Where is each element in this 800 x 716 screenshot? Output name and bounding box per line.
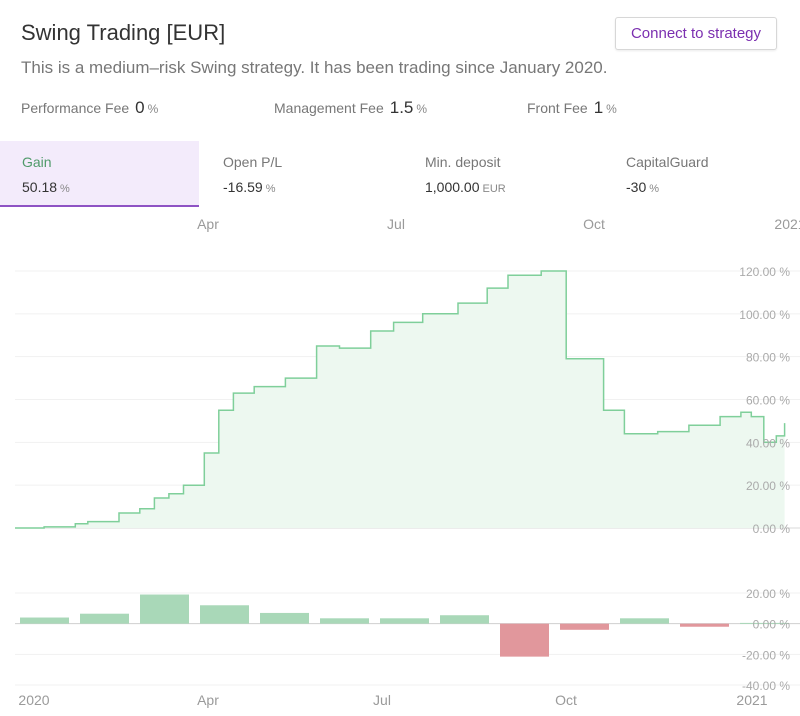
monthly-y-tick-label: 0.00 % — [753, 618, 791, 632]
bar-feb-1 — [80, 613, 129, 624]
management-fee-value: 1.5 — [389, 98, 414, 117]
bar-jan-0 — [20, 617, 69, 624]
open-pl-unit: % — [265, 183, 276, 195]
bar-jul-6 — [380, 618, 429, 624]
monthly-y-axis: 20.00 % 0.00 % -20.00 % -40.00 % — [742, 587, 790, 693]
capitalguard-label: CapitalGuard — [626, 154, 709, 170]
top-axis-label-oct: Oct — [583, 216, 605, 232]
gain-label: Gain — [22, 154, 52, 170]
bar-oct-9 — [560, 623, 609, 630]
gain-value-row: 50.18% — [22, 179, 199, 195]
bar-dec-11 — [680, 623, 729, 627]
connect-to-strategy-button[interactable]: Connect to strategy — [615, 17, 777, 50]
open-pl-value: -16.59 — [223, 179, 263, 195]
tab-min-deposit[interactable]: Min. deposit 1,000.00 EUR — [403, 141, 602, 207]
gain-y-tick-label: 20.00 % — [746, 479, 790, 493]
min-deposit-label: Min. deposit — [425, 154, 501, 170]
bottom-axis-label-apr: Apr — [197, 692, 219, 708]
bar-jun-5 — [320, 618, 369, 624]
monthly-y-tick-label: -20.00 % — [742, 648, 790, 662]
min-deposit-unit: EUR — [482, 183, 506, 195]
monthly-chart-grid — [15, 592, 800, 686]
bottom-axis-label-oct: Oct — [555, 692, 577, 708]
monthly-y-tick-label: -40.00 % — [742, 679, 790, 693]
gain-y-tick-label: 100.00 % — [739, 308, 790, 322]
open-pl-value-row: -16.59% — [223, 179, 400, 195]
bar-apr-3 — [200, 605, 249, 624]
performance-chart: Apr Jul Oct 2021 120.00 % 100.00 % 80.00 % 60.… — [15, 216, 800, 708]
performance-fee: Performance Fee 0% — [21, 98, 158, 118]
tab-capitalguard[interactable]: CapitalGuard -30% — [604, 141, 800, 207]
front-fee-value: 1 — [593, 98, 604, 117]
bottom-axis-label-2021: 2021 — [736, 692, 767, 708]
gain-y-tick-label: 80.00 % — [746, 351, 790, 365]
performance-fee-value: 0 — [135, 98, 145, 117]
bar-aug-7 — [440, 615, 489, 624]
tab-gain[interactable]: Gain 50.18% — [0, 141, 199, 207]
fees-row: Performance Fee 0% Management Fee 1.5% Fro… — [0, 98, 800, 122]
strategy-title: Swing Trading [EUR] — [21, 20, 226, 45]
bar-sep-8 — [500, 623, 549, 657]
gain-y-tick-label: 40.00 % — [746, 436, 790, 450]
bar-jan-12 — [740, 622, 789, 624]
gain-value: 50.18 — [22, 179, 58, 195]
open-pl-label: Open P/L — [223, 154, 283, 170]
monthly-bars — [20, 594, 789, 657]
bar-mar-2 — [140, 594, 189, 624]
bottom-time-axis: 2020 Apr Jul Oct 2021 — [18, 692, 767, 708]
capitalguard-value: -30 — [626, 179, 647, 195]
tab-open-pl[interactable]: Open P/L -16.59% — [201, 141, 400, 207]
bottom-axis-label-jul: Jul — [373, 692, 391, 708]
top-axis-label-apr: Apr — [197, 216, 219, 232]
front-fee-unit: % — [606, 102, 617, 116]
capitalguard-value-row: -30% — [626, 179, 800, 195]
front-fee-label: Front Fee — [527, 100, 588, 116]
min-deposit-value: 1,000.00 — [425, 179, 480, 195]
performance-fee-unit: % — [147, 102, 159, 116]
front-fee: Front Fee 1% — [527, 98, 617, 118]
capitalguard-unit: % — [649, 183, 660, 195]
min-deposit-value-row: 1,000.00 EUR — [425, 179, 602, 195]
monthly-y-tick-label: 20.00 % — [746, 587, 790, 601]
top-axis-label-jul: Jul — [387, 216, 405, 232]
gain-y-tick-label: 120.00 % — [739, 265, 790, 279]
top-axis-label-2021: 2021 — [774, 216, 800, 232]
gain-unit: % — [60, 183, 70, 195]
stats-tabs: Gain 50.18% Open P/L -16.59% Min. deposi… — [0, 141, 800, 207]
gain-y-axis: 120.00 % 100.00 % 80.00 % 60.00 % 40.00 % 20.… — [739, 265, 790, 536]
performance-fee-label: Performance Fee — [21, 100, 130, 116]
gain-area-series — [15, 270, 786, 529]
strategy-description: This is a medium–risk Swing strategy. It… — [21, 58, 608, 77]
bar-nov-10 — [620, 618, 669, 624]
gain-y-tick-label: 60.00 % — [746, 394, 790, 408]
management-fee-label: Management Fee — [274, 100, 384, 116]
gain-line — [15, 270, 786, 529]
gain-y-tick-label: 0.00 % — [753, 522, 791, 536]
top-month-axis: Apr Jul Oct 2021 — [197, 216, 800, 232]
management-fee: Management Fee 1.5% — [274, 98, 427, 118]
management-fee-unit: % — [416, 102, 428, 116]
bar-may-4 — [260, 612, 309, 624]
bottom-axis-label-2020: 2020 — [18, 692, 49, 708]
gain-area-fill — [15, 271, 785, 528]
